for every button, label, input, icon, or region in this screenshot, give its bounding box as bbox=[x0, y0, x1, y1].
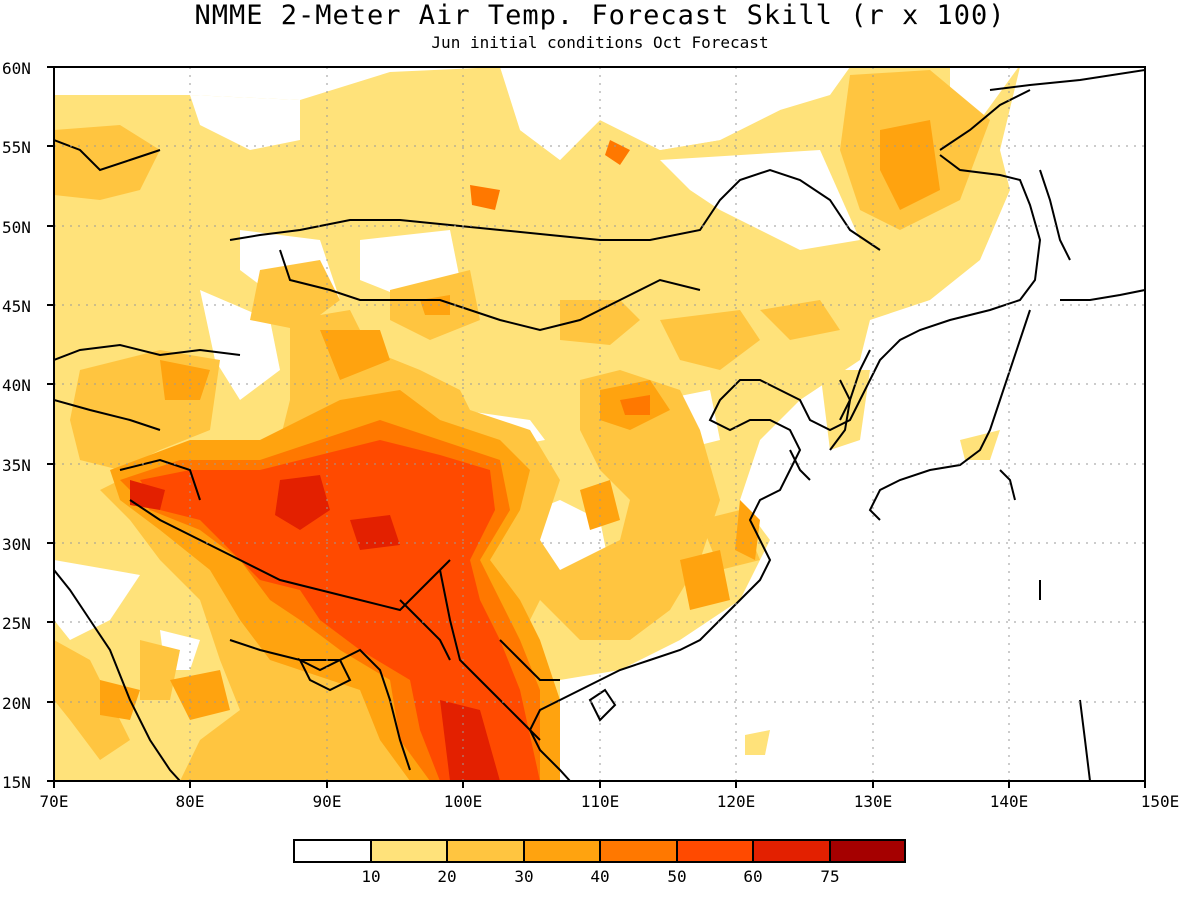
latitude-labels: 60N 55N 50N 45N 40N 35N 30N 25N 20N 15N bbox=[2, 59, 31, 792]
colorbar-swatch bbox=[676, 839, 754, 863]
lat-tick-label: 45N bbox=[2, 297, 31, 316]
colorbar-label: 75 bbox=[820, 867, 839, 886]
lat-tick-label: 60N bbox=[2, 59, 31, 78]
colorbar-swatch bbox=[446, 839, 525, 863]
lon-tick-label: 140E bbox=[990, 792, 1029, 811]
skill-level-50-60 bbox=[140, 440, 540, 781]
map-title: NMME 2-Meter Air Temp. Forecast Skill (r… bbox=[194, 0, 1006, 31]
lat-tick-label: 20N bbox=[2, 694, 31, 713]
coastlines bbox=[54, 69, 1145, 781]
colorbar-swatch bbox=[829, 839, 906, 863]
lon-tick-label: 70E bbox=[40, 792, 69, 811]
map-plot-area bbox=[53, 66, 1146, 782]
colorbar-label: 60 bbox=[743, 867, 762, 886]
lat-tick-label: 40N bbox=[2, 376, 31, 395]
colorbar-swatch bbox=[370, 839, 448, 863]
lat-tick-label: 15N bbox=[2, 773, 31, 792]
colorbar: 10 20 30 40 50 60 75 bbox=[293, 839, 906, 886]
map-grid bbox=[54, 67, 1145, 781]
lon-tick-label: 120E bbox=[717, 792, 756, 811]
lat-tick-label: 50N bbox=[2, 218, 31, 237]
skill-shading bbox=[54, 67, 1020, 781]
colorbar-label: 10 bbox=[361, 867, 380, 886]
colorbar-swatch bbox=[293, 839, 372, 863]
lon-tick-label: 150E bbox=[1141, 792, 1180, 811]
colorbar-label: 50 bbox=[667, 867, 686, 886]
colorbar-label: 40 bbox=[590, 867, 609, 886]
map-subtitle: Jun initial conditions Oct Forecast bbox=[431, 33, 769, 52]
longitude-labels: 70E 80E 90E 100E 110E 120E 130E 140E 150… bbox=[40, 792, 1180, 811]
colorbar-label: 30 bbox=[514, 867, 533, 886]
lon-tick-label: 130E bbox=[854, 792, 893, 811]
lon-tick-label: 90E bbox=[313, 792, 342, 811]
colorbar-label: 20 bbox=[437, 867, 456, 886]
lat-tick-label: 25N bbox=[2, 614, 31, 633]
lat-tick-label: 55N bbox=[2, 138, 31, 157]
lat-tick-label: 30N bbox=[2, 535, 31, 554]
skill-level-60-75 bbox=[130, 475, 500, 781]
lon-tick-label: 80E bbox=[176, 792, 205, 811]
colorbar-swatch bbox=[599, 839, 678, 863]
lon-tick-label: 110E bbox=[581, 792, 620, 811]
lat-tick-label: 35N bbox=[2, 456, 31, 475]
axis-ticks bbox=[47, 66, 1146, 788]
lon-tick-label: 100E bbox=[444, 792, 483, 811]
colorbar-swatch bbox=[523, 839, 601, 863]
colorbar-swatch bbox=[752, 839, 831, 863]
